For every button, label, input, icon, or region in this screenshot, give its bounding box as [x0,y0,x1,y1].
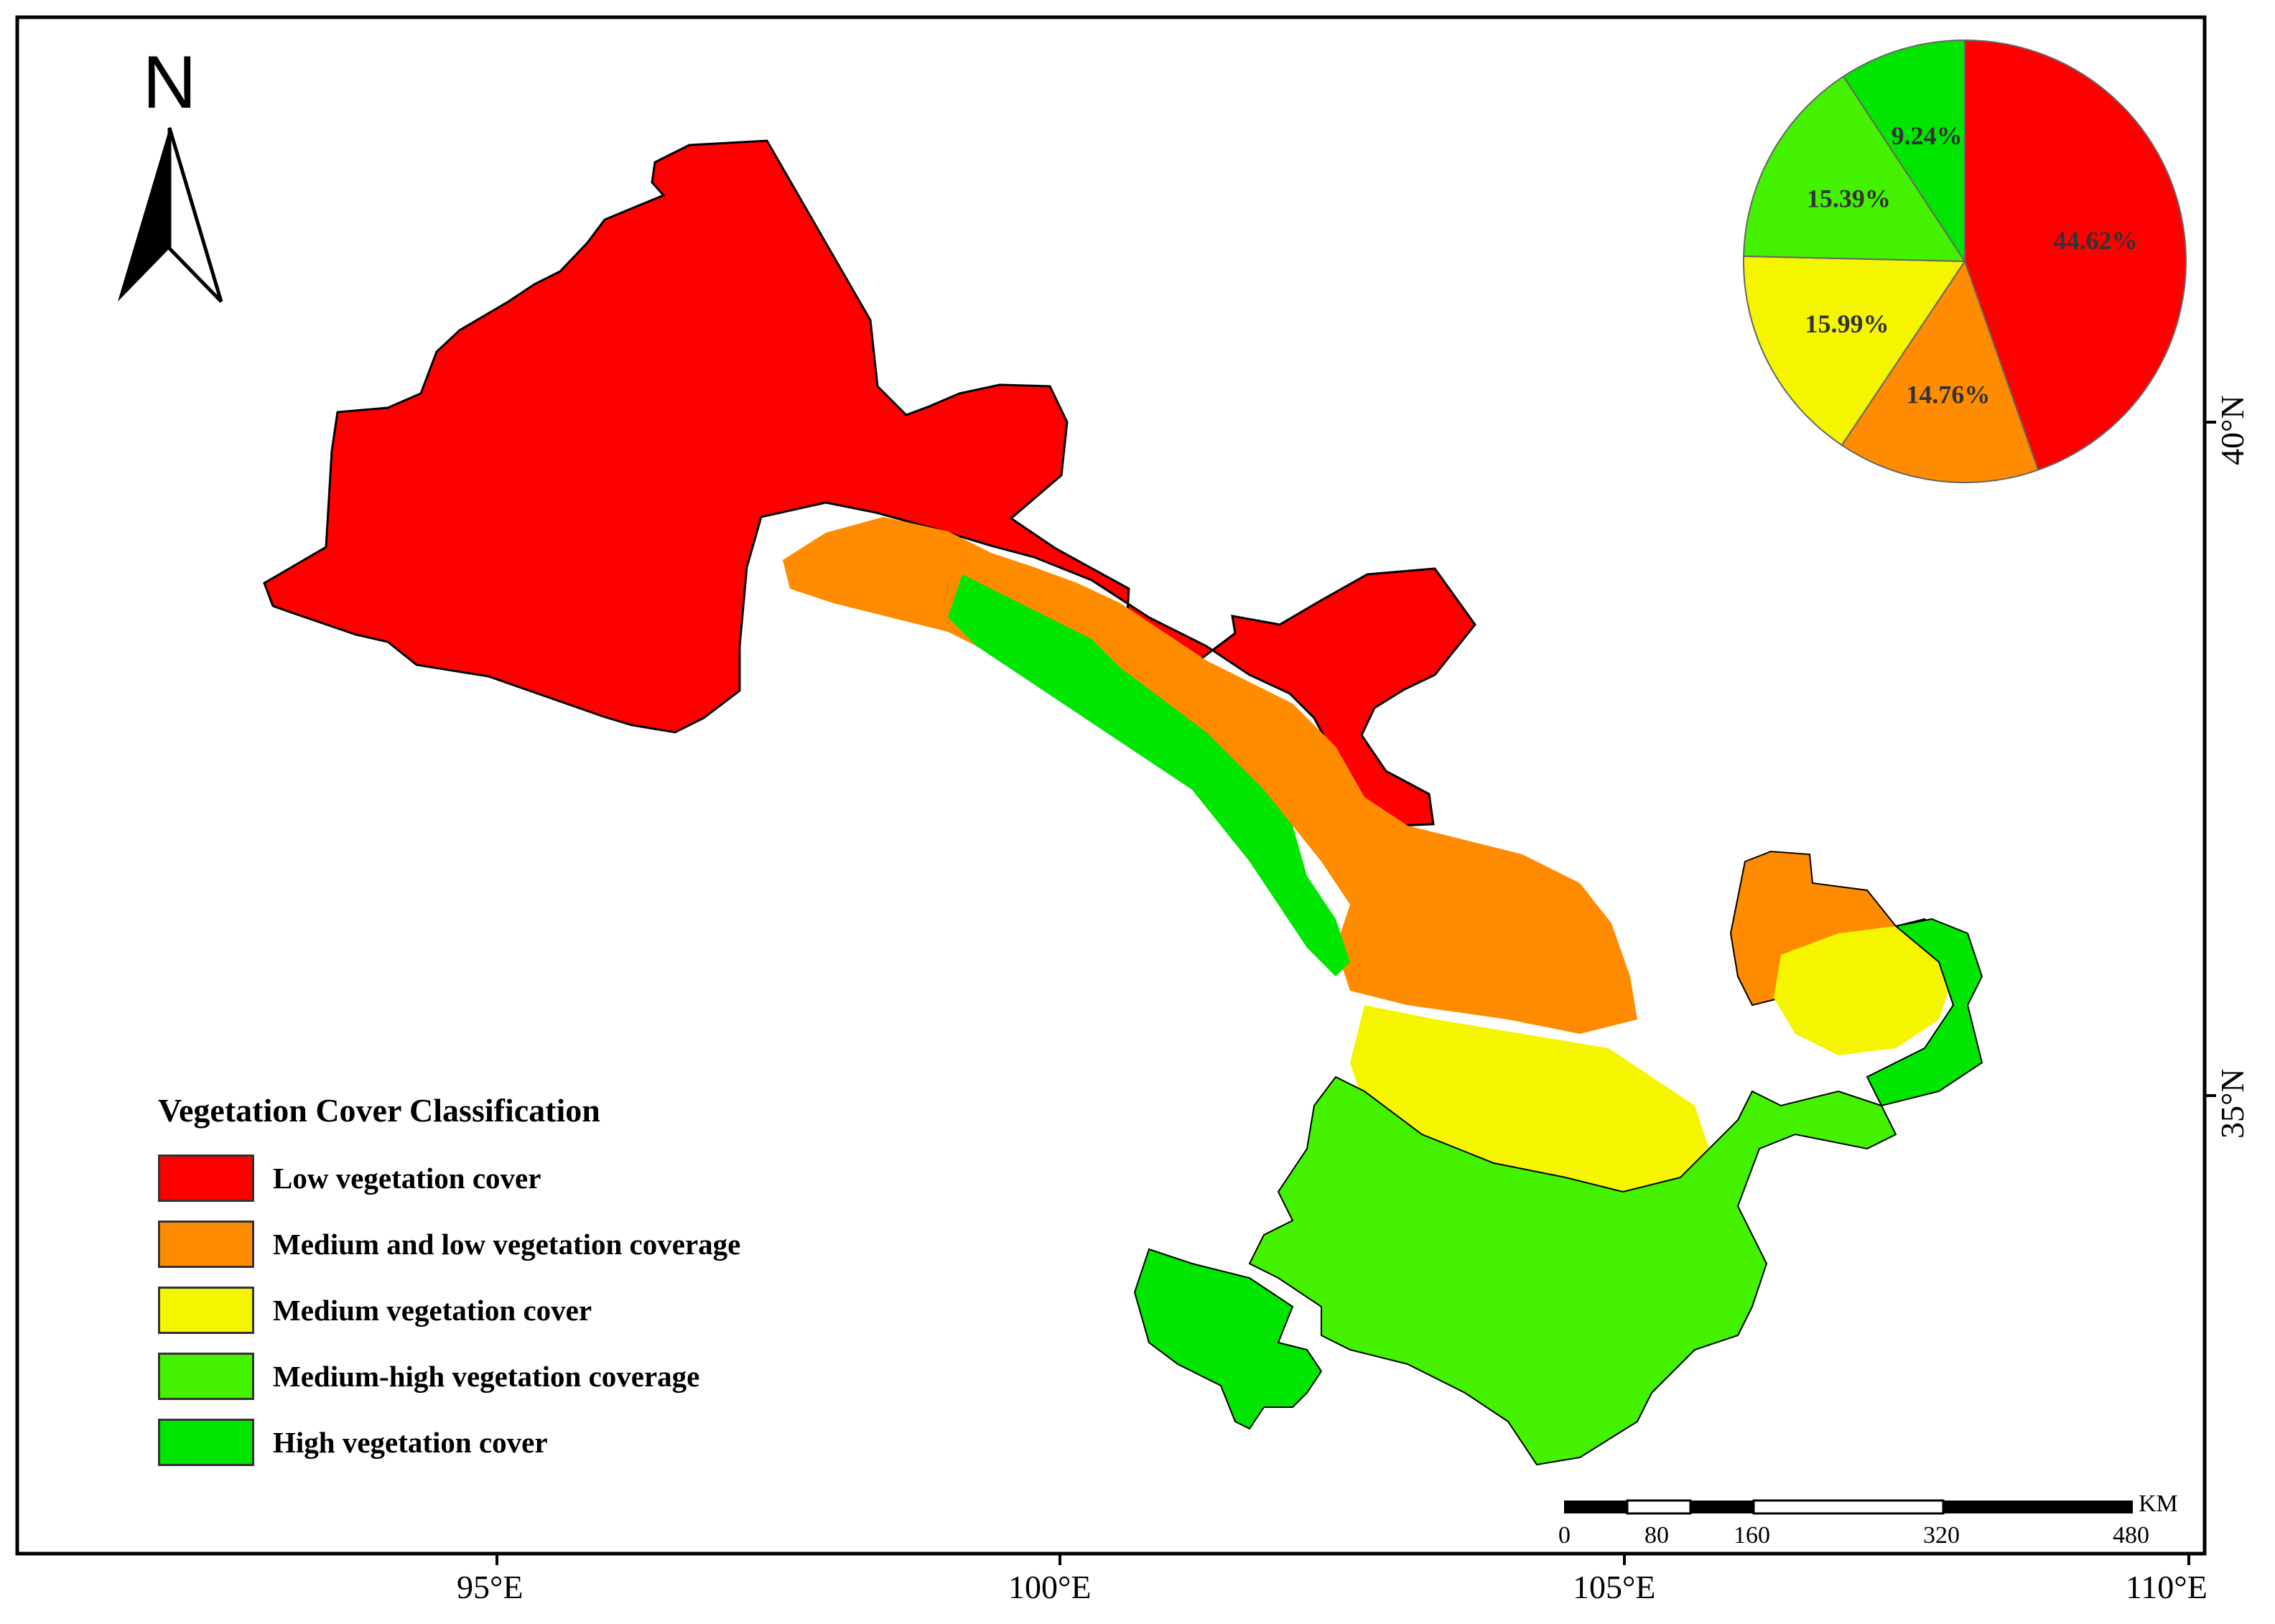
pie-slice-label: 9.24% [1892,121,1963,150]
region-medium-high-cover [1248,1075,1897,1466]
pie-slice-label: 15.39% [1807,184,1891,213]
longitude-label-110: 110°E [2126,1569,2207,1605]
legend-label-high: High vegetation cover [273,1426,548,1459]
pie-slice [1842,39,1965,264]
legend-title: Vegetation Cover Classification [158,1092,600,1129]
pie-slice [1743,255,1966,447]
pie-slice [1964,39,2187,471]
scale-tick-480: 480 [2113,1522,2149,1549]
scale-unit-label: KM [2139,1490,2178,1517]
legend-item: Medium vegetation cover [158,1277,740,1343]
legend-label-medium-low: Medium and low vegetation coverage [273,1228,741,1261]
region-medium-cover [1350,1005,1709,1192]
pie-slice-label: 14.76% [1906,380,1990,409]
north-arrow-letter: N [142,41,196,124]
scale-tick-0: 0 [1558,1522,1571,1549]
latitude-label-40: 40°N [2214,395,2251,465]
legend-label-medium-high: Medium-high vegetation coverage [273,1360,700,1393]
legend-swatch-low [158,1154,254,1202]
longitude-label-105: 105°E [1573,1569,1656,1605]
region-map [263,139,1983,1466]
pie-slice [1841,259,2039,483]
legend-item: Low vegetation cover [158,1145,740,1211]
scale-tick-320: 320 [1923,1522,1960,1549]
legend-swatch-medium-low [158,1221,254,1268]
pie-slice [1743,75,1966,263]
north-arrow: N [118,41,223,303]
legend-item: Medium-high vegetation coverage [158,1343,740,1409]
pie-slice-label: 44.62% [2054,226,2138,255]
latitude-label-35: 35°N [2214,1068,2251,1139]
longitude-label-95: 95°E [457,1569,524,1605]
north-arrow-right-half [167,127,223,303]
legend-swatch-high [158,1419,254,1466]
map-frame [15,15,2207,1556]
vegetation-pie-chart: 44.62% 14.76% 15.99% 15.39% 9.24% [1743,39,2187,483]
region-high-cover-corridor [948,574,1350,976]
region-high-cover-southwest [1133,1248,1323,1430]
scale-segment-2 [1626,1499,1692,1515]
region-high-cover-east [1866,918,1983,1107]
region-low-cover [263,139,1476,827]
region-medium-cover-east [1774,926,1953,1055]
legend-label-medium: Medium vegetation cover [273,1294,592,1327]
scale-tick-80: 80 [1644,1522,1669,1549]
scale-segment-3 [1690,1501,1754,1513]
scale-tick-160: 160 [1734,1522,1770,1549]
graticule-ticks [496,421,2216,1565]
scale-segment-5 [1943,1501,2133,1513]
legend-item: High vegetation cover [158,1409,740,1475]
scale-segment-4 [1752,1499,1945,1515]
north-arrow-left-half [118,128,169,302]
scale-segment-1 [1564,1501,1627,1513]
legend-item: Medium and low vegetation coverage [158,1211,740,1277]
legend: Vegetation Cover Classification Low vege… [158,1091,740,1475]
legend-label-low: Low vegetation cover [273,1162,541,1195]
pie-slice-label: 15.99% [1805,309,1889,338]
longitude-label-100: 100°E [1008,1569,1092,1605]
scale-bar [1564,1499,2133,1515]
legend-swatch-medium-high [158,1353,254,1400]
legend-swatch-medium [158,1287,254,1334]
